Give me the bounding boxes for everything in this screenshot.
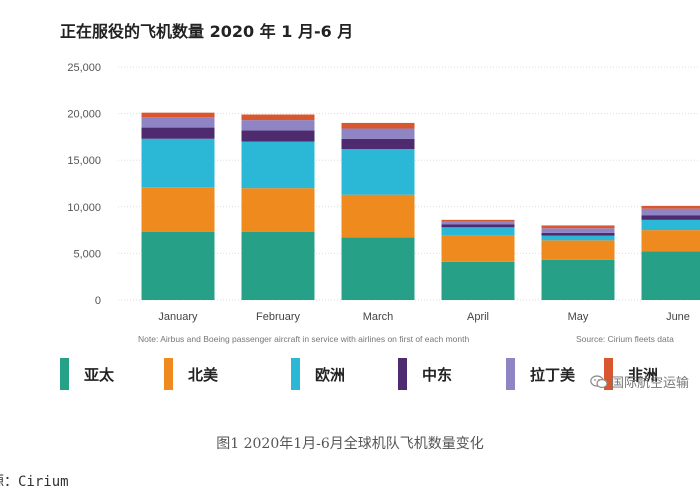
chart-legend: 亚太 北美 欧洲 中东 拉丁美 非洲 — [60, 348, 700, 398]
bar-segment — [541, 259, 615, 300]
bar-segment — [241, 130, 315, 142]
bar-segment — [441, 221, 515, 225]
bar-segment — [141, 127, 215, 139]
figure-caption: 图1 2020年1月-6月全球机队飞机数量变化 — [216, 436, 484, 452]
x-tick-label: March — [363, 311, 394, 323]
legend-swatch — [604, 358, 613, 390]
chart-source-note: Source: Cirium fleets data — [576, 334, 674, 344]
legend-label: 拉丁美 — [530, 366, 576, 384]
x-tick-label: May — [568, 311, 589, 323]
bar-segment — [641, 205, 700, 209]
y-tick-label: 5,000 — [73, 248, 101, 260]
stacked-bar-chart: 0 5,000 10,000 15,000 20,000 25,000 January Feb… — [67, 62, 700, 344]
bar-segment — [341, 138, 415, 150]
bar-segment — [641, 208, 700, 216]
bar-segment — [241, 231, 315, 300]
wechat-icon — [590, 375, 608, 389]
bar-segment — [241, 188, 315, 232]
y-tick-label: 10,000 — [67, 202, 101, 214]
legend-label: 亚太 — [84, 366, 115, 384]
bar-segment — [541, 228, 615, 233]
legend-label: 中东 — [422, 366, 453, 384]
bar-segment — [341, 237, 415, 300]
bar-segment — [441, 261, 515, 300]
watermark-text: 国际航空运输 — [611, 376, 690, 391]
x-tick-label: February — [256, 311, 301, 323]
chart-note: Note: Airbus and Boeing passenger aircra… — [138, 334, 469, 344]
wechat-watermark: 国际航空运输 — [590, 372, 689, 394]
legend-swatch — [60, 358, 69, 390]
legend-swatch — [291, 358, 300, 390]
bar-segment — [541, 235, 615, 241]
bar-segment — [141, 112, 215, 118]
legend-swatch — [164, 358, 173, 390]
legend-swatch — [506, 358, 515, 390]
bar-segment — [241, 120, 315, 131]
source-line: 源：Cirium — [0, 474, 69, 490]
bar-segment — [341, 194, 415, 238]
bar-segment — [141, 231, 215, 300]
bar-segment — [541, 232, 615, 236]
y-tick-label: 20,000 — [67, 109, 101, 121]
chart-title: 正在服役的飞机数量 2020 年 1 月-6 月 — [60, 22, 354, 41]
bar-segment — [441, 224, 515, 228]
bar-segment — [341, 122, 415, 129]
bar-segment — [441, 227, 515, 236]
bar-segment — [641, 215, 700, 220]
bar-segment — [141, 138, 215, 188]
bar-segment — [141, 117, 215, 128]
bar-segment — [641, 219, 700, 231]
bar-segment — [641, 251, 700, 300]
chart-figure: 正在服役的飞机数量 2020 年 1 月-6 月 0 5,000 10,000 15,… — [18, 0, 700, 412]
bar-segment — [341, 128, 415, 139]
legend-label: 非洲 — [628, 366, 659, 384]
bar-segment — [341, 149, 415, 195]
bar-segment — [141, 187, 215, 232]
legend-label: 北美 — [188, 366, 219, 384]
x-tick-label: April — [467, 311, 489, 323]
x-tick-label: January — [158, 311, 198, 323]
bar-segment — [441, 235, 515, 262]
y-tick-label: 0 — [95, 295, 101, 307]
bar-segment — [241, 114, 315, 121]
legend-label: 欧洲 — [315, 366, 346, 384]
bar-segment — [441, 219, 515, 222]
y-tick-label: 25,000 — [67, 62, 101, 74]
y-tick-label: 15,000 — [67, 155, 101, 167]
bar-segment — [641, 230, 700, 252]
bar-segment — [541, 225, 615, 229]
legend-swatch — [398, 358, 407, 390]
bar-segment — [241, 141, 315, 189]
bar-segment — [541, 240, 615, 260]
x-tick-label: June — [666, 311, 690, 323]
